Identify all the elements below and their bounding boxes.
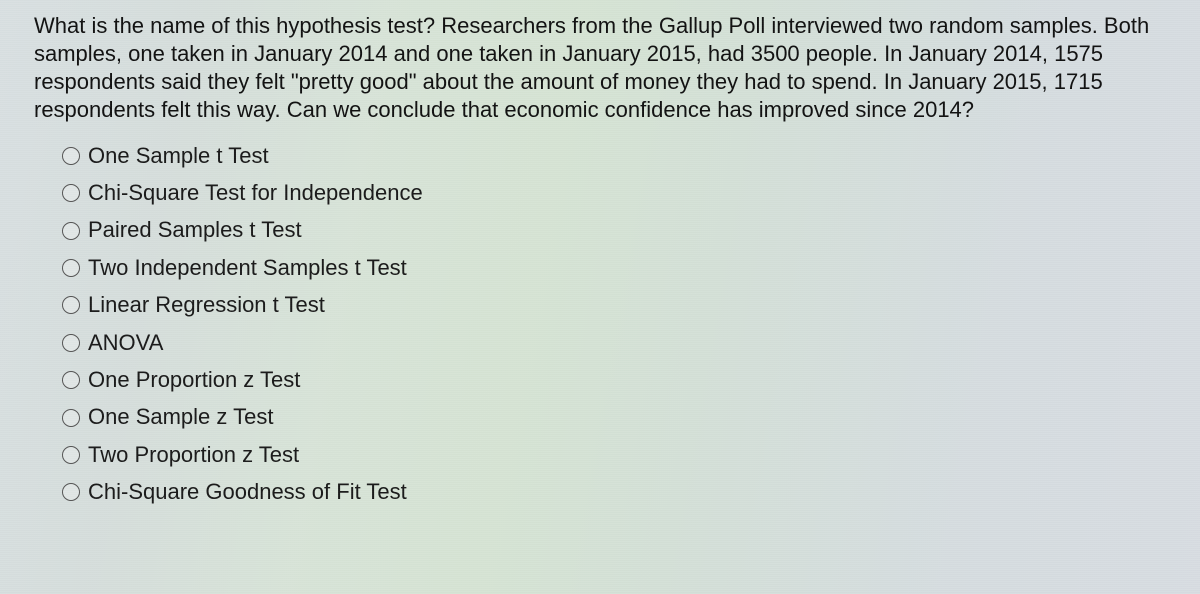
radio-icon[interactable]: [62, 409, 80, 427]
option-row[interactable]: Paired Samples t Test: [62, 217, 1166, 243]
radio-icon[interactable]: [62, 334, 80, 352]
option-row[interactable]: One Proportion z Test: [62, 367, 1166, 393]
option-label: Linear Regression t Test: [88, 292, 325, 318]
radio-icon[interactable]: [62, 259, 80, 277]
option-row[interactable]: ANOVA: [62, 330, 1166, 356]
radio-icon[interactable]: [62, 446, 80, 464]
option-label: One Sample z Test: [88, 404, 273, 430]
option-label: Chi-Square Test for Independence: [88, 180, 423, 206]
option-label: One Sample t Test: [88, 143, 269, 169]
option-row[interactable]: Chi-Square Goodness of Fit Test: [62, 479, 1166, 505]
option-row[interactable]: Two Independent Samples t Test: [62, 255, 1166, 281]
option-row[interactable]: Chi-Square Test for Independence: [62, 180, 1166, 206]
radio-icon[interactable]: [62, 371, 80, 389]
radio-icon[interactable]: [62, 184, 80, 202]
option-label: Two Proportion z Test: [88, 442, 299, 468]
option-label: Chi-Square Goodness of Fit Test: [88, 479, 407, 505]
option-row[interactable]: One Sample z Test: [62, 404, 1166, 430]
radio-icon[interactable]: [62, 296, 80, 314]
option-row[interactable]: Linear Regression t Test: [62, 292, 1166, 318]
option-label: Paired Samples t Test: [88, 217, 302, 243]
radio-icon[interactable]: [62, 147, 80, 165]
option-label: One Proportion z Test: [88, 367, 300, 393]
options-group: One Sample t Test Chi-Square Test for In…: [34, 143, 1166, 506]
radio-icon[interactable]: [62, 222, 80, 240]
option-row[interactable]: One Sample t Test: [62, 143, 1166, 169]
option-row[interactable]: Two Proportion z Test: [62, 442, 1166, 468]
question-stem: What is the name of this hypothesis test…: [34, 12, 1154, 125]
option-label: ANOVA: [88, 330, 163, 356]
option-label: Two Independent Samples t Test: [88, 255, 407, 281]
radio-icon[interactable]: [62, 483, 80, 501]
